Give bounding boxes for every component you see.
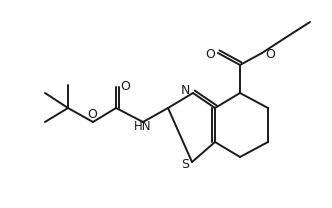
Text: O: O	[87, 108, 97, 120]
Text: O: O	[205, 47, 215, 61]
Text: O: O	[120, 80, 130, 94]
Text: N: N	[180, 84, 190, 98]
Text: O: O	[265, 47, 275, 61]
Text: HN: HN	[134, 120, 152, 133]
Text: S: S	[181, 158, 189, 172]
